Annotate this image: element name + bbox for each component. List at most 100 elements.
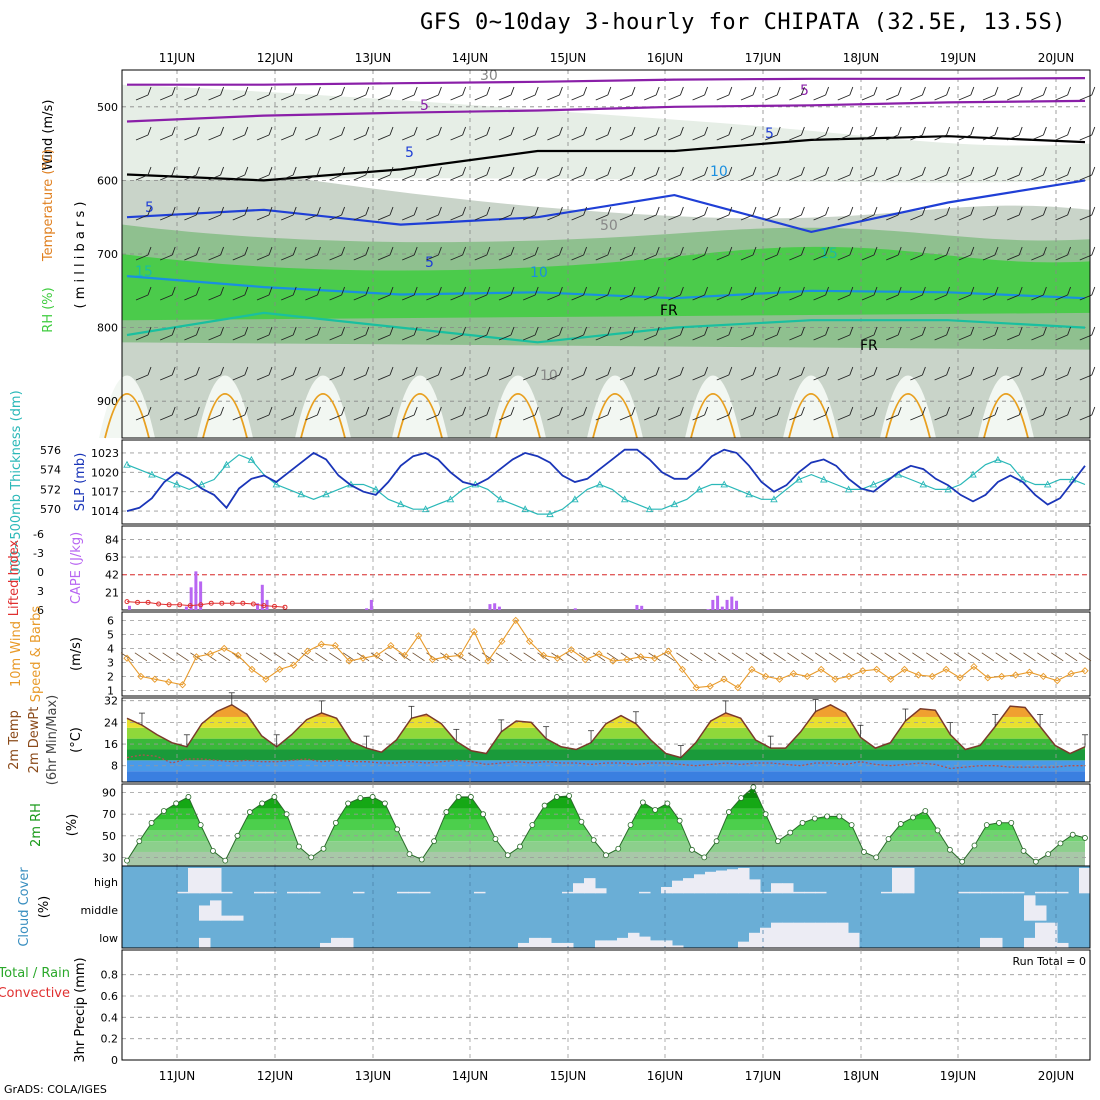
- wind-barb-flag: [679, 246, 684, 256]
- wind-barb: [668, 214, 681, 221]
- wind-barb-flag: [825, 206, 830, 216]
- li-tick: 0: [37, 566, 44, 579]
- wind-barb: [571, 254, 584, 261]
- wind-barb-flag: [873, 206, 878, 216]
- precip-axis-label: 3hr Precip (mm): [73, 957, 88, 1062]
- rh-marker: [259, 800, 266, 807]
- wind-barb: [305, 374, 318, 381]
- precip-tick: 0.6: [101, 990, 119, 1003]
- wind-barb-10m: [523, 652, 536, 662]
- thickness-marker: [571, 495, 579, 503]
- cloud-bar-low: [1035, 922, 1047, 948]
- wind-barb-flag: [558, 326, 563, 336]
- wind-barb: [305, 294, 318, 301]
- wind-barb-10m: [898, 652, 911, 662]
- wind-barb: [813, 294, 826, 301]
- wind-barb-flag: [437, 366, 442, 376]
- wind-barb-flag: [825, 326, 830, 336]
- cloud-bar-low: [991, 937, 1003, 948]
- wind-speed-marker: [331, 641, 339, 650]
- wind-barb: [160, 254, 173, 261]
- wind-barb: [1055, 334, 1068, 341]
- wind-barb: [523, 414, 536, 421]
- wind-barb-10m: [981, 652, 995, 662]
- wind-barb-flag: [970, 366, 975, 376]
- wind-barb-flag: [994, 126, 999, 136]
- rh-marker: [873, 854, 880, 861]
- cape-bar: [184, 606, 188, 610]
- wind-barb: [160, 334, 173, 341]
- rh-marker: [775, 838, 781, 845]
- cape-bar: [199, 581, 203, 610]
- wind-speed-marker: [498, 637, 506, 646]
- wind-barb-flag: [679, 206, 684, 216]
- wind-barb-flag: [268, 86, 273, 96]
- wind-barb: [934, 214, 947, 221]
- wind-barb-flag: [365, 326, 370, 336]
- wind-barb: [450, 254, 463, 261]
- wind-barb: [958, 214, 971, 221]
- cloud-bar-high: [705, 871, 717, 894]
- wind-barb: [692, 374, 705, 381]
- wind-barb-10m: [1078, 652, 1092, 662]
- rh-marker: [443, 809, 450, 815]
- rh-marker: [983, 822, 990, 828]
- rh-marker: [394, 826, 401, 833]
- wind-barb: [886, 334, 899, 341]
- lifted-index-marker: [177, 602, 183, 608]
- chart-title: GFS 0~10day 3-hourly for CHIPATA (32.5E,…: [420, 10, 1067, 35]
- wind-barb: [353, 414, 366, 421]
- surface-warm-pocket: [587, 375, 643, 438]
- wind-barb: [377, 374, 391, 381]
- wind-barb-flag: [171, 206, 176, 216]
- wind-barb-flag: [583, 126, 588, 136]
- wind-barb-flag: [631, 286, 636, 296]
- wind-barb-flag: [462, 86, 467, 96]
- wind-speed-marker: [609, 657, 617, 665]
- cape-bar: [365, 608, 369, 610]
- wind-barb-flag: [946, 366, 951, 376]
- wind-barb-flag: [752, 286, 757, 296]
- wind-speed-marker: [151, 675, 159, 683]
- wind-barb-flag: [1018, 206, 1023, 216]
- wind-barb-flag: [147, 366, 152, 376]
- cloud-bar-high: [771, 883, 783, 894]
- wind-barb: [910, 294, 923, 301]
- wind-barb-flag: [195, 326, 200, 336]
- wind-barb-flag: [316, 286, 321, 296]
- wind-barb: [813, 174, 826, 181]
- wind-barb: [789, 94, 802, 101]
- wind-barb-flag: [462, 286, 467, 296]
- wind-barb: [523, 214, 536, 221]
- wind-barb-10m: [870, 652, 883, 662]
- wind-barb-flag: [704, 246, 709, 256]
- wind-barb-flag: [268, 166, 273, 176]
- wind-barb-flag: [558, 206, 563, 216]
- wind-barb-flag: [413, 246, 418, 256]
- wind-barb: [353, 334, 366, 341]
- wind-barb-flag: [220, 166, 225, 176]
- wind-barb: [232, 374, 245, 381]
- rh-marker: [222, 857, 229, 864]
- wind-speed-marker: [664, 647, 673, 655]
- wind-barb-flag: [583, 366, 588, 376]
- wind-barb-flag: [244, 206, 249, 216]
- cloud-bar-low: [551, 942, 563, 948]
- wind-barb: [135, 254, 149, 261]
- wind-barb: [426, 254, 439, 261]
- wind-barb-flag: [946, 206, 951, 216]
- wind-barb: [1007, 414, 1020, 421]
- wind-barb: [353, 214, 366, 221]
- lifted-index-marker: [208, 600, 214, 606]
- wind-barb-flag: [897, 286, 902, 296]
- cloud-bar-high: [793, 891, 805, 894]
- pressure-units-label: ( m i l l i b a r s ): [73, 202, 88, 309]
- cloud-bar-low: [628, 932, 640, 948]
- wind-speed-marker: [970, 662, 978, 671]
- wind-barb-flag: [921, 206, 926, 216]
- cape-bar: [369, 599, 373, 610]
- rh-marker: [529, 822, 536, 828]
- wind-barb: [184, 414, 197, 421]
- cloud-bar-high: [397, 891, 409, 894]
- date-label-bottom: 17JUN: [745, 1069, 782, 1083]
